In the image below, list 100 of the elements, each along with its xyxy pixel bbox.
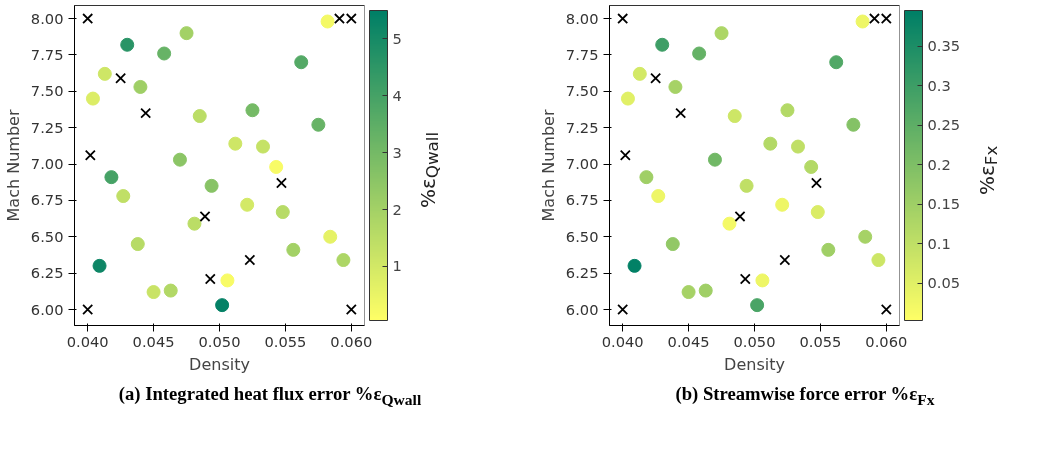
y-tick-label: 6.50: [565, 227, 599, 245]
color-bar-label: 1: [392, 257, 402, 275]
x-tick-label: 0.045: [667, 332, 710, 350]
point: [204, 273, 216, 285]
point: [727, 109, 742, 124]
color-bar-label: 0.05: [927, 274, 961, 292]
point: [220, 273, 235, 288]
point: [97, 66, 112, 81]
y-tick-label: 7.00: [565, 155, 599, 173]
point: [791, 139, 805, 154]
point: [739, 273, 751, 285]
point: [655, 37, 670, 52]
point: [617, 13, 629, 25]
color-bar-label: 0.2: [927, 155, 951, 173]
point: [187, 216, 202, 231]
y-tick-label: 6.50: [30, 227, 64, 245]
point: [639, 170, 654, 185]
point: [722, 216, 737, 231]
color-bar-label: 2: [392, 200, 402, 218]
point: [707, 152, 722, 167]
point: [320, 14, 335, 29]
point: [204, 178, 219, 193]
point: [619, 149, 631, 161]
y-tick-label: 7.75: [565, 45, 599, 63]
point: [269, 159, 284, 174]
x-tick-label: 0.050: [198, 332, 241, 350]
point: [215, 298, 230, 313]
point: [199, 210, 211, 222]
point: [775, 197, 790, 212]
point: [675, 107, 687, 119]
point: [345, 304, 357, 315]
point: [82, 304, 94, 315]
x-tick-label: 0.040: [66, 332, 109, 350]
y-tick-label: 7.25: [30, 118, 64, 136]
y-tick-label: 6.75: [30, 191, 64, 209]
point: [120, 37, 135, 52]
point: [858, 229, 873, 244]
point: [739, 178, 754, 193]
point: [681, 285, 696, 300]
point: [294, 55, 309, 70]
point: [829, 55, 844, 70]
x-tick-label: 0.050: [733, 332, 776, 350]
x-tick-label: 0.055: [799, 332, 842, 350]
text: (a) Integrated heat flux error %ε$_{Qwall}$: [118, 382, 422, 410]
point: [157, 46, 172, 61]
point: [714, 26, 729, 41]
point: [810, 205, 825, 220]
color-bar-label: 5: [392, 29, 402, 47]
point: [692, 46, 707, 61]
point: [698, 283, 713, 298]
point: [82, 13, 94, 25]
x-axis-title: Density: [189, 354, 250, 374]
x-tick-label: 0.040: [601, 332, 644, 350]
point: [323, 229, 338, 244]
y-axis-title: Mach Number: [538, 109, 558, 222]
y-tick-label: 7.50: [565, 82, 599, 100]
point: [240, 197, 255, 212]
point: [104, 170, 119, 185]
point: [179, 26, 194, 41]
y-tick-label: 8.00: [30, 9, 64, 27]
point: [650, 72, 662, 84]
point: [115, 72, 127, 84]
x-axis-title: Density: [724, 354, 785, 374]
point: [286, 242, 301, 257]
y-tick-label: 8.00: [565, 9, 599, 27]
point: [256, 139, 270, 154]
point: [311, 117, 326, 132]
x-tick-label: 0.055: [264, 332, 307, 350]
point: [133, 79, 148, 94]
point: [821, 242, 836, 257]
point: [804, 159, 819, 174]
text: (b) Streamwise force error %ε$_{Fx}$: [675, 382, 935, 410]
x-tick-label: 0.060: [865, 332, 908, 350]
y-tick-label: 6.25: [30, 264, 64, 282]
point: [130, 237, 145, 252]
point: [750, 298, 765, 313]
y-tick-label: 6.25: [565, 264, 599, 282]
point: [855, 14, 870, 29]
point: [116, 189, 131, 204]
point: [146, 285, 161, 300]
point: [92, 258, 107, 273]
point: [871, 253, 886, 268]
color-bar-label: 0.25: [927, 116, 961, 134]
point: [228, 136, 243, 151]
point: [668, 79, 683, 94]
point: [846, 117, 861, 132]
x-tick-label: 0.060: [330, 332, 373, 350]
point: [620, 91, 635, 106]
point: [163, 283, 178, 298]
y-tick-label: 7.00: [30, 155, 64, 173]
point: [84, 149, 96, 161]
point: [275, 205, 290, 220]
point: [245, 103, 260, 118]
point: [336, 253, 351, 268]
color-bar-label: 0.3: [927, 76, 951, 94]
point: [275, 177, 287, 189]
point: [779, 254, 791, 266]
point: [651, 189, 666, 204]
point: [617, 304, 629, 315]
point: [140, 107, 152, 119]
